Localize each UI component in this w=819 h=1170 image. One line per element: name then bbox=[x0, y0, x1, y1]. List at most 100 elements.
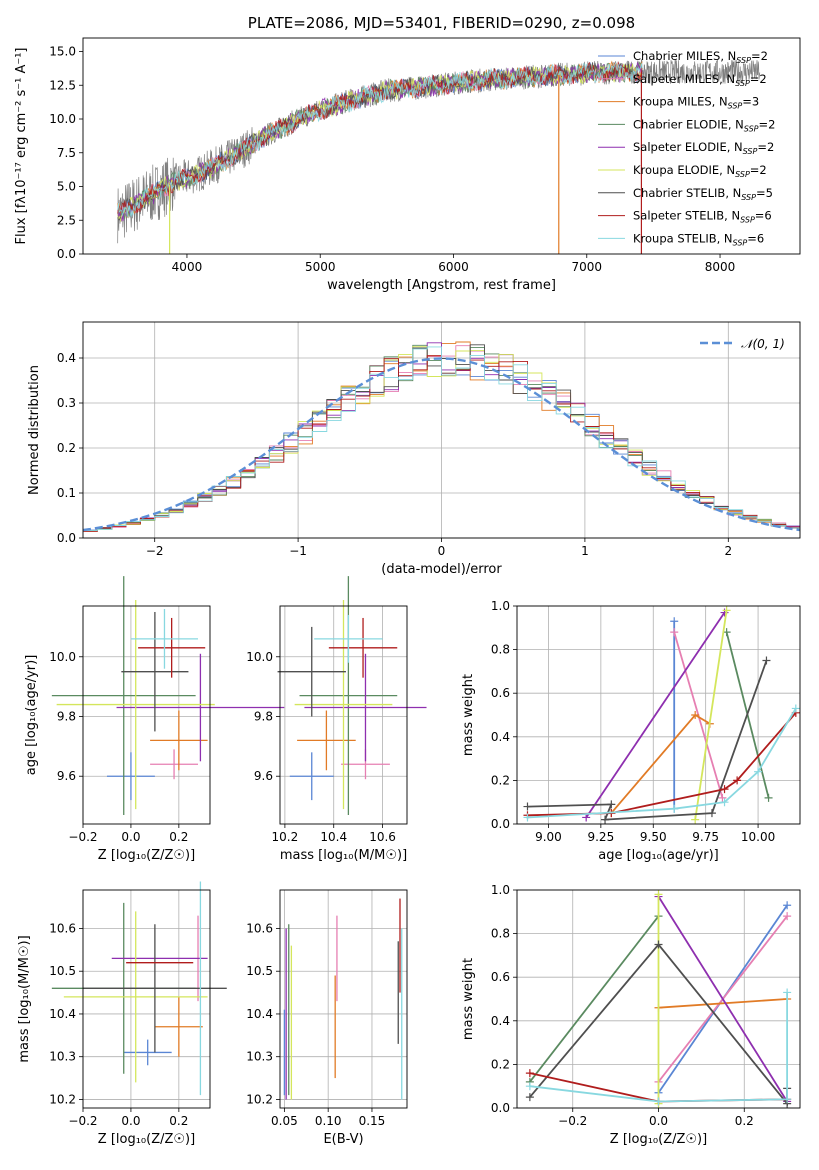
weight_vs_age-ytick-label: 0.2 bbox=[491, 773, 510, 787]
weight_vs_age-marker bbox=[523, 802, 532, 811]
age_vs_mass-xtick-label: 10.2 bbox=[272, 830, 299, 844]
spectrum-title: PLATE=2086, MJD=53401, FIBERID=0290, z=0… bbox=[248, 14, 635, 32]
weight_vs_age-marker bbox=[791, 704, 800, 713]
age_vs_mass-xtick-label: 10.4 bbox=[320, 830, 347, 844]
weight_vs_age-xtick-label: 9.50 bbox=[640, 830, 667, 844]
weight_vs_age-ytick-label: 0.0 bbox=[491, 817, 510, 831]
weight_vs_age-marker bbox=[601, 815, 610, 824]
age_vs_Z-xlabel: Z [log₁₀(Z/Z☉)] bbox=[98, 848, 195, 863]
age_vs_mass-ytick-label: 10.0 bbox=[246, 650, 273, 664]
weight_vs_age-marker bbox=[691, 711, 700, 719]
weight_vs_Z-marker bbox=[654, 1097, 663, 1106]
weight_vs_Z-xlabel: Z [log₁₀(Z/Z☉)] bbox=[610, 1132, 707, 1147]
residuals-xtick-label: 2 bbox=[724, 544, 732, 558]
spectrum-model-line bbox=[117, 61, 643, 222]
age_vs_mass-ytick-label: 9.6 bbox=[254, 769, 273, 783]
weight_vs_Z-ytick-label: 0.8 bbox=[491, 927, 510, 941]
weight_vs_Z-marker bbox=[783, 988, 792, 997]
spectrum-model-line bbox=[117, 62, 643, 220]
weight_vs_Z-ytick-label: 0.4 bbox=[491, 1014, 510, 1028]
weight_vs_age-marker bbox=[691, 815, 700, 824]
weight_vs_Z-series-line bbox=[529, 992, 788, 1103]
weight_vs_age-marker bbox=[670, 628, 679, 637]
mass_vs_ebv-ytick-label: 10.2 bbox=[246, 1092, 273, 1106]
weight_vs_age-series-line bbox=[527, 712, 797, 817]
residuals-ytick-label: 0.0 bbox=[57, 531, 76, 545]
spectrum-ytick-label: 12.5 bbox=[49, 78, 76, 92]
weight_vs_age-marker bbox=[720, 798, 729, 807]
legend-entry: Salpeter MILES, NSSP=2 bbox=[633, 72, 767, 88]
weight_vs_Z-marker bbox=[525, 1069, 534, 1078]
mass_vs_Z-xtick-label: 0.2 bbox=[169, 1114, 188, 1128]
weight_vs_age-xtick-label: 9.00 bbox=[535, 830, 562, 844]
weight_vs_Z-ytick-label: 0.6 bbox=[491, 970, 510, 984]
spectrum-xtick-label: 4000 bbox=[172, 260, 203, 274]
weight_vs_age-marker bbox=[523, 813, 532, 822]
residuals-xtick-label: 0 bbox=[438, 544, 446, 558]
weight_vs_age-series-line bbox=[694, 610, 728, 820]
spectrum-frame bbox=[82, 37, 801, 255]
mass_vs_Z-ytick-label: 10.5 bbox=[49, 964, 76, 978]
weight_vs_Z-marker bbox=[525, 1093, 534, 1102]
weight_vs_Z-ytick-label: 1.0 bbox=[491, 883, 510, 897]
spectrum-model-line bbox=[117, 61, 643, 214]
spectrum-ytick-label: 7.5 bbox=[57, 146, 76, 160]
residuals-ytick-label: 0.1 bbox=[57, 486, 76, 500]
weight_vs_Z-xtick-label: −0.2 bbox=[558, 1114, 587, 1128]
weight_vs_Z-series-line bbox=[658, 998, 788, 1009]
spectrum-xtick-label: 8000 bbox=[705, 260, 736, 274]
weight_vs_Z-marker bbox=[654, 940, 663, 949]
residuals-ytick-label: 0.3 bbox=[57, 396, 76, 410]
mass_vs_Z-ytick-label: 10.4 bbox=[49, 1007, 76, 1021]
legend-entry: Kroupa STELIB, NSSP=6 bbox=[633, 231, 764, 247]
spectrum-xtick-label: 6000 bbox=[438, 260, 469, 274]
weight_vs_age-ytick-label: 0.6 bbox=[491, 686, 510, 700]
age_vs_Z-xtick-label: 0.2 bbox=[169, 830, 188, 844]
weight_vs_Z-ylabel: mass weight bbox=[461, 958, 476, 1040]
weight_vs_age-marker bbox=[764, 793, 773, 802]
mass_vs_Z-ytick-label: 10.2 bbox=[49, 1092, 76, 1106]
weight_vs_age-marker bbox=[707, 809, 716, 818]
weight_vs_Z-ytick-label: 0.2 bbox=[491, 1057, 510, 1071]
normal-legend-label: 𝒩(0, 1) bbox=[741, 337, 785, 351]
mass_vs_ebv-ytick-label: 10.6 bbox=[246, 921, 273, 935]
legend-entry: Kroupa ELODIE, NSSP=2 bbox=[633, 163, 767, 179]
mass_vs_ebv-xtick-label: 0.15 bbox=[359, 1114, 386, 1128]
weight_vs_Z-marker bbox=[654, 890, 663, 899]
mass_vs_ebv-xtick-label: 0.05 bbox=[271, 1114, 298, 1128]
spectrum-ytick-label: 5.0 bbox=[57, 180, 76, 194]
weight_vs_age-ytick-label: 0.4 bbox=[491, 730, 510, 744]
weight_vs_age-marker bbox=[607, 800, 616, 809]
age_vs_Z-ytick-label: 9.6 bbox=[57, 769, 76, 783]
spectrum-model-line bbox=[117, 63, 643, 216]
spectrum-model-line bbox=[117, 62, 643, 221]
weight_vs_age-marker bbox=[720, 785, 729, 794]
normal-curve bbox=[82, 357, 801, 532]
legend-entry: Salpeter ELODIE, NSSP=2 bbox=[633, 140, 774, 156]
weight_vs_Z-marker bbox=[783, 901, 792, 910]
weight_vs_age-xlabel: age [log₁₀(age/yr)] bbox=[598, 848, 719, 863]
spectrum-model-line bbox=[117, 61, 643, 217]
weight_vs_Z-xtick-label: 0.0 bbox=[649, 1114, 668, 1128]
spectrum-ytick-label: 0.0 bbox=[57, 247, 76, 261]
age_vs_mass-xtick-label: 10.6 bbox=[369, 830, 396, 844]
legend-entry: Chabrier MILES, NSSP=2 bbox=[633, 49, 768, 65]
weight_vs_Z-series-line bbox=[657, 896, 788, 1102]
spectrum-ylabel: Flux [fλ10⁻¹⁷ erg cm⁻² s⁻¹ A⁻¹] bbox=[14, 48, 29, 245]
age_vs_mass-frame bbox=[279, 605, 408, 825]
mass_vs_ebv-ytick-label: 10.5 bbox=[246, 964, 273, 978]
mass_vs_Z-xtick-label: −0.2 bbox=[68, 1114, 97, 1128]
weight_vs_age-xtick-label: 10.00 bbox=[741, 830, 775, 844]
weight_vs_age-marker bbox=[722, 606, 731, 615]
weight_vs_Z-xtick-label: 0.2 bbox=[735, 1114, 754, 1128]
legend-entry: Chabrier ELODIE, NSSP=2 bbox=[633, 117, 775, 133]
spectrum-ytick-label: 15.0 bbox=[49, 45, 76, 59]
residuals-xtick-label: −2 bbox=[146, 544, 164, 558]
residuals-xtick-label: −1 bbox=[289, 544, 307, 558]
mass_vs_Z-ylabel: mass [log₁₀(M/M☉)] bbox=[17, 935, 32, 1062]
weight_vs_age-series-line bbox=[527, 708, 797, 819]
mass_vs_ebv-frame bbox=[279, 889, 408, 1109]
age_vs_Z-ytick-label: 10.0 bbox=[49, 650, 76, 664]
legend-entry: Chabrier STELIB, NSSP=5 bbox=[633, 186, 773, 202]
